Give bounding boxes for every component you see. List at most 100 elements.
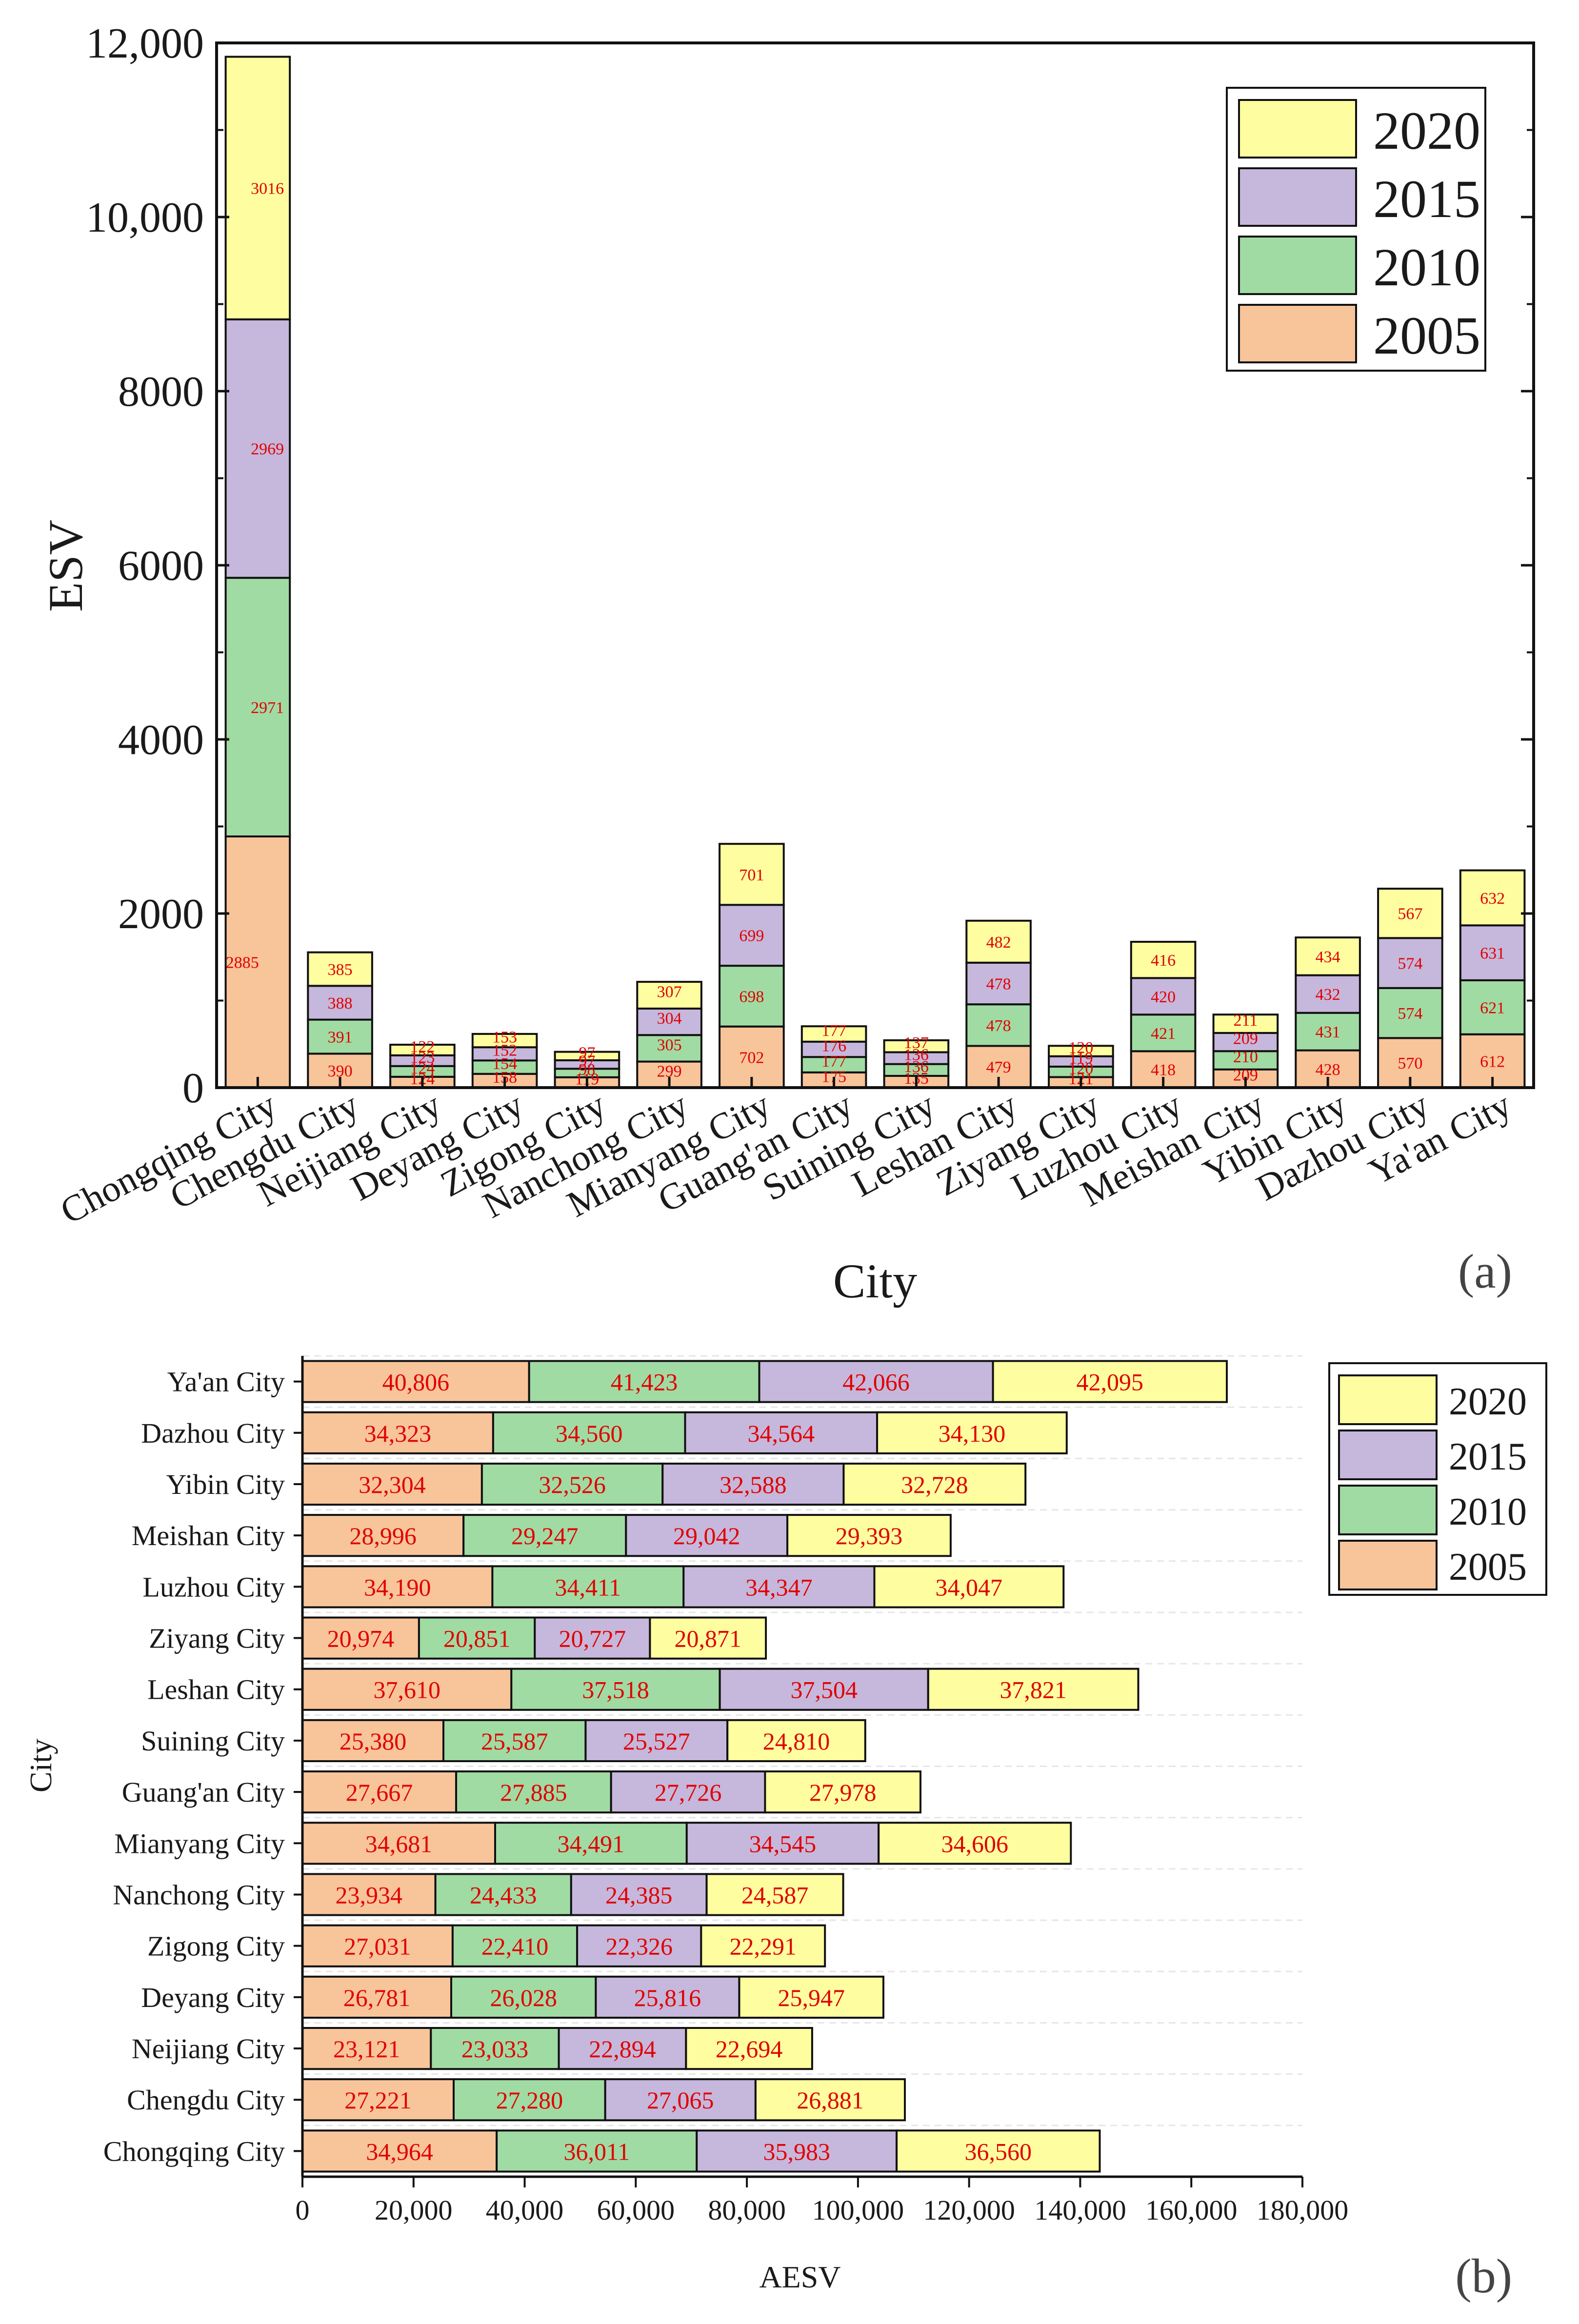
data-label: 42,095 <box>1077 1369 1144 1396</box>
bar-luzhou-city-2010 <box>491 1565 685 1609</box>
data-label: 34,130 <box>939 1420 1006 1447</box>
y-category-label: Chongqing City <box>103 2135 285 2167</box>
data-label: 177 <box>821 1053 846 1071</box>
legend-label-2020: 2020 <box>1373 101 1480 160</box>
data-label: 391 <box>328 1029 353 1047</box>
x-tick-label: 80,000 <box>708 2194 786 2226</box>
bar-yibin-city-2015 <box>661 1462 845 1506</box>
legend-swatch-2005 <box>1338 1540 1438 1590</box>
data-label: 37,821 <box>999 1676 1067 1704</box>
bar-guang-an-city-2015 <box>800 1040 867 1058</box>
bar-chengdu-city-2020 <box>307 951 373 987</box>
data-label: 124 <box>410 1059 435 1077</box>
data-label: 97 <box>579 1053 595 1071</box>
bar-meishan-city-2005 <box>301 1514 465 1557</box>
data-label: 24,433 <box>470 1882 537 1909</box>
bar-chengdu-city-2010 <box>307 1018 373 1055</box>
legend-a: 2020 2015 2010 2005 <box>1226 87 1486 372</box>
data-label: 28,996 <box>349 1522 417 1549</box>
y-tick-label: 6000 <box>118 542 204 590</box>
data-label: 34,964 <box>366 2138 433 2165</box>
data-label: 34,606 <box>941 1830 1009 1857</box>
bar-mianyang-city-2020 <box>719 843 785 906</box>
bar-luzhou-city-2010 <box>1130 1013 1197 1053</box>
data-label: 34,347 <box>745 1573 813 1601</box>
y-category-label: Chengdu City <box>127 2084 285 2116</box>
data-label: 25,587 <box>481 1728 548 1755</box>
bar-leshan-city-2010 <box>510 1668 721 1711</box>
data-label: 567 <box>1398 905 1422 923</box>
data-label: 154 <box>492 1055 517 1073</box>
bar-deyang-city-2020 <box>471 1033 538 1049</box>
legend-swatch-2015 <box>1338 1430 1438 1480</box>
data-label: 34,190 <box>364 1573 431 1601</box>
bar-chongqing-city-2015 <box>224 318 291 579</box>
legend-label-2020: 2020 <box>1449 1380 1527 1423</box>
bar-luzhou-city-2005 <box>301 1565 494 1609</box>
legend-label-2010: 2010 <box>1373 238 1480 297</box>
bar-leshan-city-2020 <box>965 919 1032 964</box>
bar-suining-city-2020 <box>726 1719 866 1763</box>
bar-zigong-city-2020 <box>700 1924 826 1967</box>
data-label: 36,560 <box>965 2138 1032 2165</box>
data-label: 701 <box>739 866 764 884</box>
x-tick-label: 60,000 <box>597 2194 675 2226</box>
y-category-label: Dazhou City <box>141 1417 285 1449</box>
legend-label-2015: 2015 <box>1449 1435 1527 1478</box>
bar-luzhou-city-2020 <box>873 1565 1065 1609</box>
data-label: 32,304 <box>359 1471 426 1498</box>
bar-chongqing-city-2020 <box>224 56 291 320</box>
x-tick-label: 0 <box>296 2194 310 2226</box>
data-label: 22,694 <box>716 2035 783 2063</box>
bar-suining-city-2020 <box>883 1039 950 1053</box>
bar-leshan-city-2020 <box>927 1668 1139 1711</box>
data-label: 621 <box>1480 999 1505 1017</box>
data-label: 631 <box>1480 945 1505 963</box>
legend-label-2010: 2010 <box>1449 1490 1527 1533</box>
y-category-label: Leshan City <box>147 1674 285 1706</box>
data-label: 35,983 <box>763 2138 830 2165</box>
data-label: 27,065 <box>647 2086 714 2114</box>
bar-mianyang-city-2015 <box>685 1822 880 1865</box>
data-label: 29,042 <box>673 1522 740 1549</box>
bar-mianyang-city-2020 <box>878 1822 1072 1865</box>
bar-deyang-city-2010 <box>471 1059 538 1075</box>
bar-dazhou-city-2010 <box>492 1411 686 1454</box>
y-tick-label: 10,000 <box>86 194 204 241</box>
bar-chongqing-city-2020 <box>896 2129 1101 2173</box>
x-tick-label: 100,000 <box>812 2194 904 2226</box>
bar-deyang-city-2010 <box>450 1975 597 2019</box>
legend-swatch-2010 <box>1238 236 1357 295</box>
y-category-label: Ziyang City <box>149 1623 285 1654</box>
bar-chengdu-city-2010 <box>453 2078 606 2122</box>
data-label: 27,978 <box>809 1779 877 1806</box>
y-category-label: Ya'an City <box>167 1366 285 1398</box>
data-label: 209 <box>1233 1030 1258 1048</box>
data-label: 428 <box>1316 1061 1340 1079</box>
bar-mianyang-city-2005 <box>301 1822 496 1865</box>
y-tick-label: 12,000 <box>86 20 204 67</box>
data-label: 421 <box>1151 1025 1176 1043</box>
data-label: 42,066 <box>842 1369 910 1396</box>
legend-swatch-2015 <box>1238 167 1357 227</box>
data-label: 97 <box>579 1044 595 1062</box>
bar-luzhou-city-2020 <box>1130 941 1197 979</box>
bar-nanchong-city-2015 <box>570 1873 708 1916</box>
data-label: 22,291 <box>730 1933 797 1960</box>
data-label: 36,011 <box>563 2138 630 2165</box>
legend-label-2015: 2015 <box>1373 169 1480 229</box>
y-category-label: Mianyang City <box>114 1827 285 1859</box>
data-label: 2971 <box>251 699 284 717</box>
data-label: 388 <box>328 994 353 1013</box>
data-label: 34,560 <box>556 1420 623 1447</box>
data-label: 482 <box>986 934 1011 952</box>
bar-dazhou-city-2010 <box>1377 987 1443 1039</box>
bar-suining-city-2015 <box>584 1719 729 1763</box>
bar-meishan-city-2015 <box>1212 1032 1279 1053</box>
data-label: 24,587 <box>741 1882 809 1909</box>
legend-b: 2020 2015 2010 2005 <box>1328 1362 1547 1596</box>
y-category-label: Meishan City <box>132 1520 285 1551</box>
bar-ziyang-city-2005 <box>301 1616 420 1660</box>
data-label: 431 <box>1316 1023 1340 1041</box>
